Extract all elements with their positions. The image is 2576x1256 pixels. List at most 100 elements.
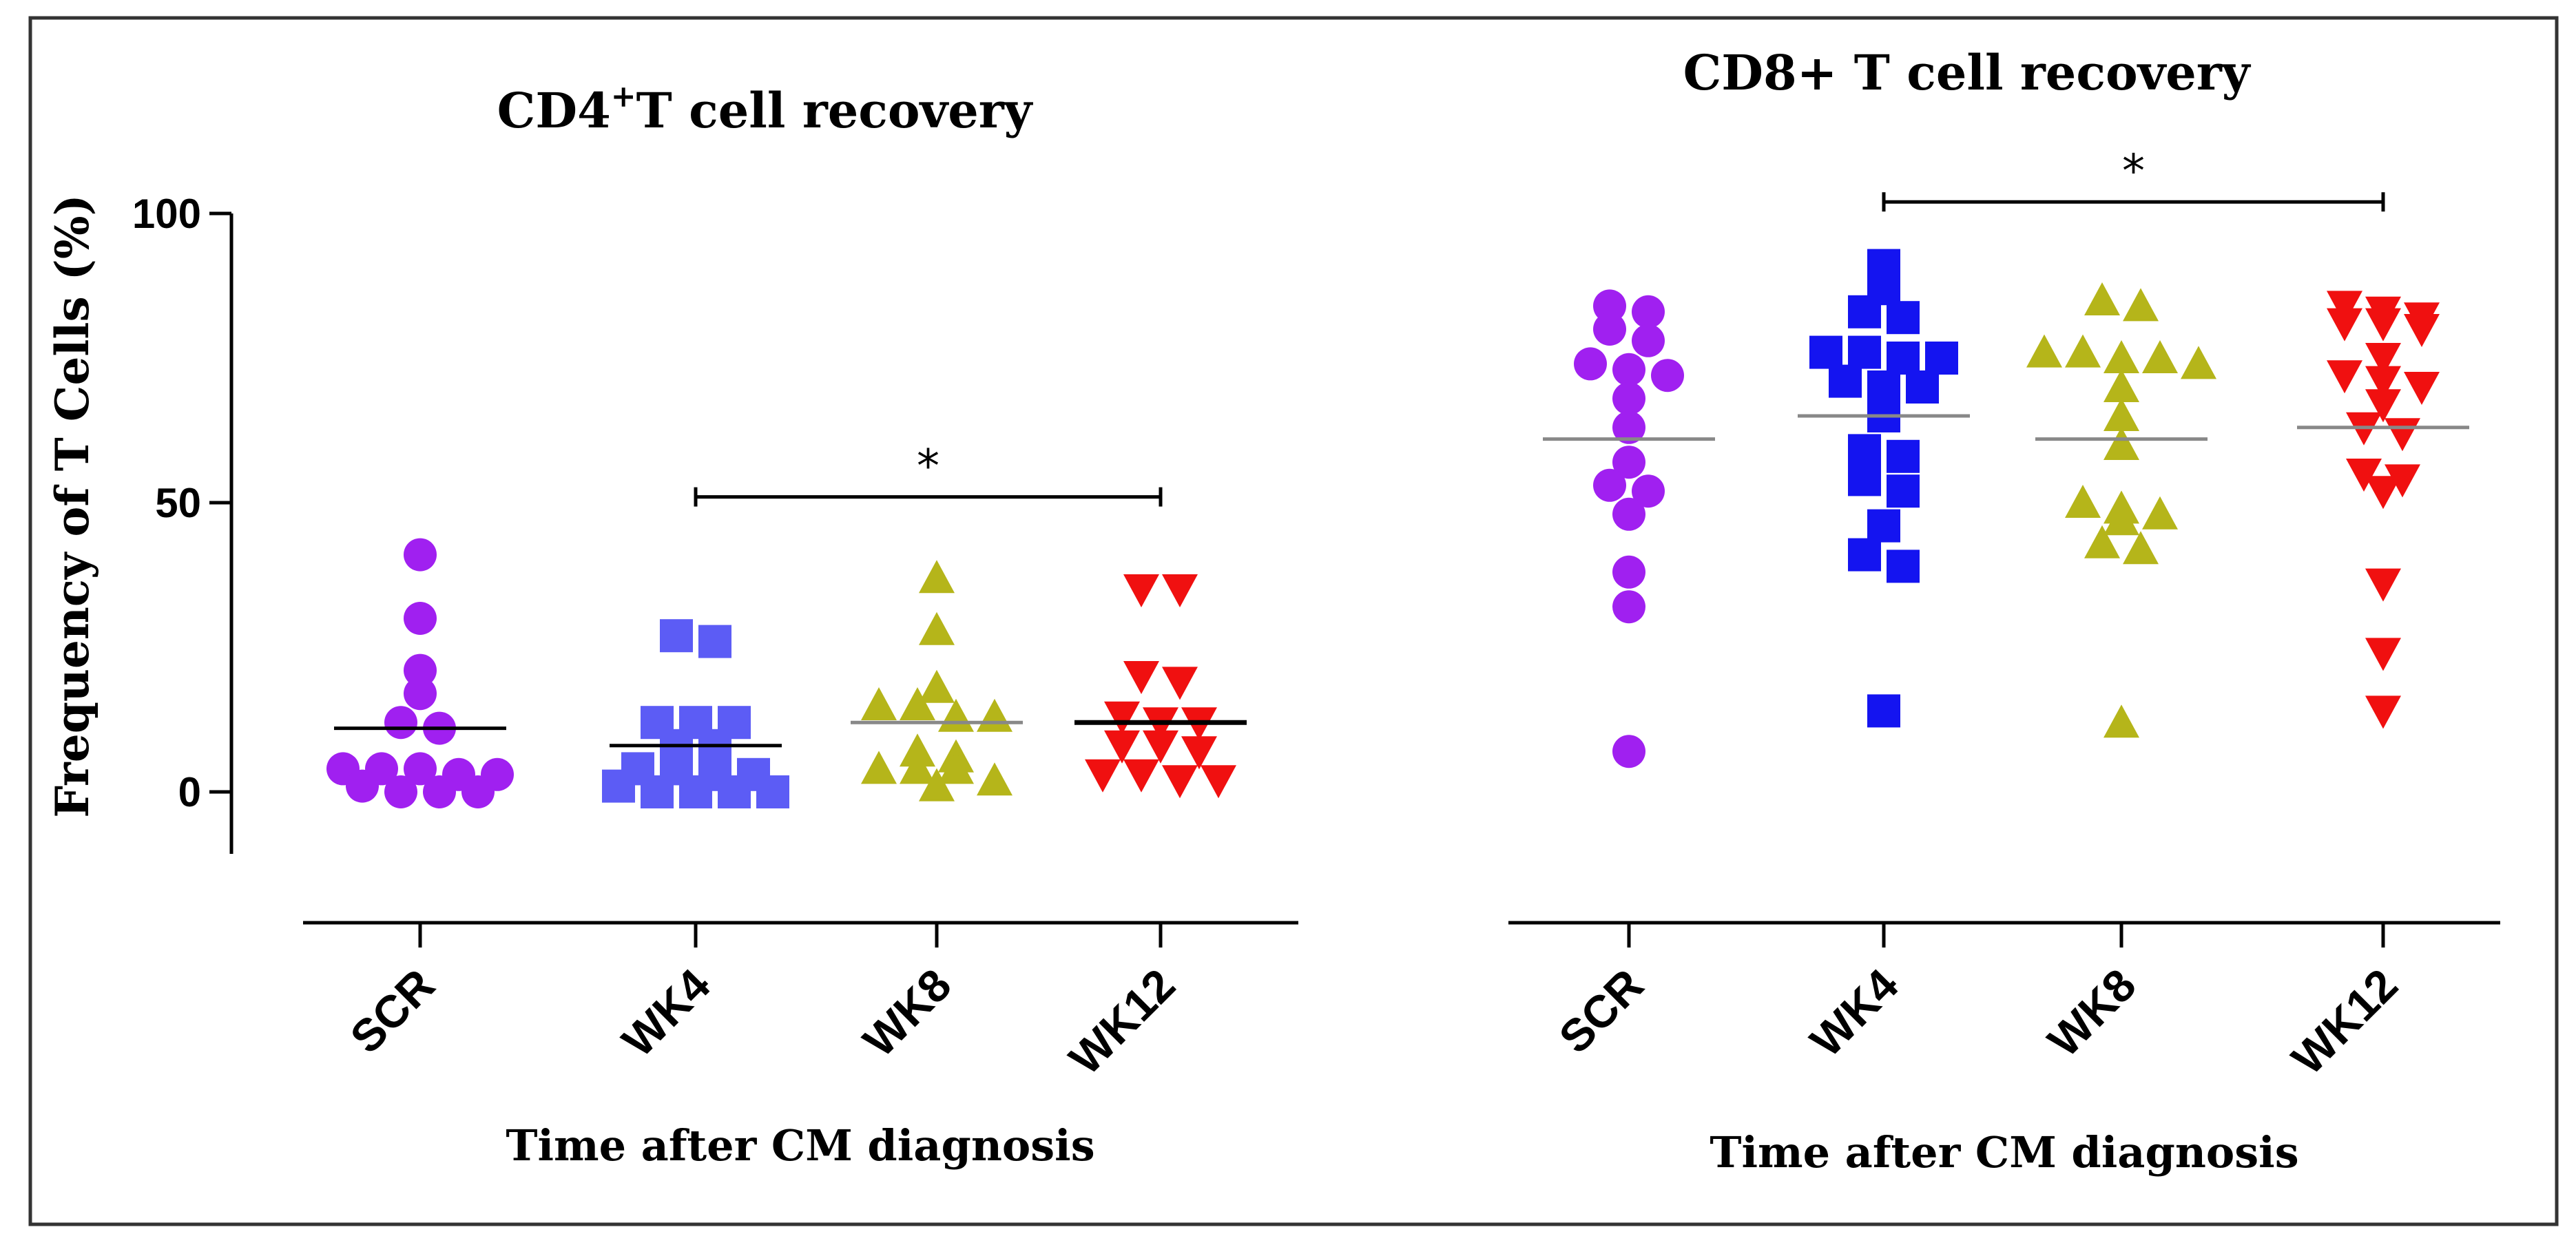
y-tick-label: 50 bbox=[155, 480, 201, 526]
cd4-title-superscript: + bbox=[611, 79, 636, 114]
cd8-wk8-point bbox=[2104, 704, 2139, 738]
cd4-wk8-point bbox=[977, 762, 1012, 796]
cd4-wk8-point bbox=[861, 751, 897, 784]
cd8-scr-point bbox=[1574, 347, 1607, 381]
cd4-wk4-point bbox=[641, 775, 674, 808]
y-axis: 0 50 100 bbox=[132, 191, 233, 854]
figure-frame bbox=[28, 16, 2559, 1226]
cd8-wk4-point bbox=[1925, 342, 1958, 375]
cd4-wk12-point bbox=[1162, 765, 1198, 799]
cd8-wk8-point bbox=[2084, 282, 2120, 315]
cd8-scr-point bbox=[1612, 446, 1645, 479]
cd8-scr-point bbox=[1612, 735, 1645, 768]
cd4-wk12-point bbox=[1104, 730, 1140, 764]
cd8-wk12-point bbox=[2365, 638, 2401, 671]
cd8-significance-star: * bbox=[2122, 145, 2145, 198]
cd4-wk4-point bbox=[718, 775, 751, 808]
cd8-scr-point bbox=[1593, 289, 1626, 323]
cd8-wk8-point bbox=[2026, 334, 2062, 368]
cd8-scr-point bbox=[1612, 555, 1645, 589]
cd4-wk12-point bbox=[1201, 765, 1236, 799]
cd8-wk12-point bbox=[2365, 695, 2401, 729]
cd8-wk4-point bbox=[1829, 364, 1862, 398]
cd8-wk12-point bbox=[2365, 343, 2401, 376]
cd8-wk8-point bbox=[2104, 427, 2139, 460]
cd4-significance-star: * bbox=[917, 440, 939, 493]
cd4-wk8-point bbox=[919, 611, 955, 645]
cd8-x-tick-label: WK8 bbox=[2038, 959, 2146, 1067]
cd8-wk12-point bbox=[2365, 476, 2401, 510]
cd8-wk12-point bbox=[2327, 291, 2362, 324]
cd4-wk8-point bbox=[919, 669, 955, 703]
cd4-wk4-point bbox=[698, 625, 731, 658]
cd4-wk8-point bbox=[861, 687, 897, 720]
cd4-wk8-point bbox=[900, 751, 935, 784]
cd8-wk4-point bbox=[1848, 295, 1881, 328]
cd4-scr-point bbox=[384, 775, 417, 808]
cd4-wk8-point bbox=[900, 687, 935, 720]
cd8-scr-point bbox=[1612, 410, 1645, 444]
cd4-chart-title: CD4+T cell recovery bbox=[497, 79, 1034, 139]
cd8-wk8-point bbox=[2181, 346, 2216, 379]
cd8-wk4-point bbox=[1809, 335, 1842, 369]
y-tick-label: 0 bbox=[178, 769, 201, 815]
cd8-wk8-point bbox=[2065, 334, 2101, 368]
cd8-scr-point bbox=[1632, 324, 1665, 357]
cd4-wk8-point bbox=[919, 560, 955, 594]
cd8-x-tick-label: SCR bbox=[1549, 959, 1653, 1063]
cd4-scr-point bbox=[404, 602, 437, 635]
cd4-scr-point bbox=[346, 769, 379, 803]
cd8-scr-point bbox=[1632, 474, 1665, 508]
cd4-wk8-point bbox=[977, 698, 1012, 732]
cd8-x-tick-label: WK12 bbox=[2282, 959, 2407, 1085]
cd4-panel: CD4+T cell recovery Time after CM diagno… bbox=[303, 79, 1298, 1171]
cd8-wk4-point bbox=[1887, 342, 1920, 375]
cd8-wk4-point bbox=[1887, 301, 1920, 335]
cd4-wk8-point bbox=[900, 733, 935, 767]
cd4-scr-point bbox=[404, 677, 437, 711]
cd8-wk8-point bbox=[2123, 531, 2159, 565]
cd8-wk12-point bbox=[2365, 389, 2401, 423]
cd8-panel: CD8+ T cell recovery Time after CM diagn… bbox=[1508, 44, 2500, 1178]
cd8-scr-point bbox=[1593, 313, 1626, 346]
y-tick-label: 100 bbox=[132, 191, 201, 237]
cd4-title-rest: T cell recovery bbox=[636, 82, 1034, 139]
cd4-wk12-point bbox=[1104, 701, 1140, 735]
cd8-wk4-point bbox=[1867, 694, 1900, 728]
cd8-wk4-point bbox=[1867, 509, 1900, 543]
cd8-wk4-point bbox=[1887, 474, 1920, 508]
cd8-wk12-point bbox=[2327, 308, 2362, 342]
cd8-wk12-point bbox=[2365, 366, 2401, 399]
cd8-wk4-point bbox=[1887, 550, 1920, 583]
cd8-wk8-point bbox=[2142, 496, 2178, 530]
cd8-wk12-point bbox=[2404, 314, 2440, 347]
cd8-scr-point bbox=[1612, 353, 1645, 386]
cd8-wk4-point bbox=[1906, 370, 1939, 404]
cd4-wk8-point bbox=[919, 768, 955, 802]
cd4-wk8-point bbox=[938, 751, 974, 784]
cd8-wk12-point bbox=[2385, 464, 2420, 498]
cd8-wk4-point bbox=[1867, 370, 1900, 404]
cd4-x-tick-label: WK12 bbox=[1059, 959, 1185, 1085]
cd4-wk4-point bbox=[660, 619, 693, 653]
cd8-chart-title: CD8+ T cell recovery bbox=[1683, 44, 2252, 101]
cd4-wk8-point bbox=[938, 698, 974, 732]
cd4-scr-point bbox=[404, 653, 437, 687]
cd8-wk8-point bbox=[2104, 369, 2139, 402]
cd8-wk12-point bbox=[2327, 360, 2362, 394]
cd4-x-tick-label: WK4 bbox=[612, 959, 720, 1066]
cd4-wk12-point bbox=[1162, 667, 1198, 700]
cd8-wk8-point bbox=[2104, 502, 2139, 536]
cd8-wk8-point bbox=[2123, 288, 2159, 322]
y-axis-label: Frequency of T Cells (%) bbox=[45, 194, 99, 818]
cd8-wk12-point bbox=[2365, 568, 2401, 602]
cd8-wk4-point bbox=[1848, 434, 1881, 468]
cd8-x-axis-label: Time after CM diagnosis bbox=[1710, 1127, 2298, 1178]
cd4-title-main: CD4 bbox=[497, 82, 611, 139]
cd8-scr-point bbox=[1612, 590, 1645, 624]
cd4-x-tick-label: SCR bbox=[340, 959, 444, 1063]
cd4-scr-point bbox=[404, 752, 437, 786]
cd4-wk12-point bbox=[1162, 574, 1198, 607]
cd4-x-axis-label: Time after CM diagnosis bbox=[506, 1120, 1094, 1171]
